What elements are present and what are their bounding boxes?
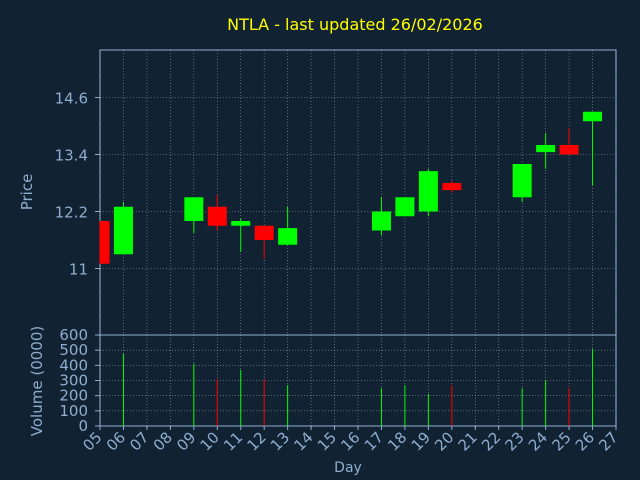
candle-body xyxy=(113,206,133,255)
candle-body xyxy=(278,228,298,245)
volume-axis-label: Volume (0000) xyxy=(28,326,46,436)
candle-body xyxy=(442,183,462,191)
price-panel: 11 12.2 13.4 14.6 xyxy=(55,49,617,336)
candle-body xyxy=(100,221,110,264)
candle-body xyxy=(583,111,603,122)
day-axis-label: Day xyxy=(334,460,362,476)
candle-body xyxy=(395,197,415,217)
candle-body xyxy=(559,145,579,155)
volume-tick-label: 400 xyxy=(59,356,88,374)
chart-title: NTLA - last updated 26/02/2026 xyxy=(227,15,483,34)
volume-tick-label: 300 xyxy=(59,372,88,390)
volume-tick-label: 200 xyxy=(59,387,88,405)
price-axis-label: Price xyxy=(18,174,36,211)
candle-body xyxy=(536,145,556,153)
volume-tick-label: 0 xyxy=(78,417,88,435)
volume-tick-label: 500 xyxy=(59,341,88,359)
price-tick-label: 13.4 xyxy=(55,147,88,165)
candle-body xyxy=(207,206,227,226)
volume-tick-label: 600 xyxy=(59,326,88,344)
candle-body xyxy=(254,225,274,240)
price-tick-label: 12.2 xyxy=(55,204,88,222)
candle-body xyxy=(418,171,438,212)
price-tick-label: 11 xyxy=(69,261,88,279)
day-tick-labels: 0506070809101112131415161718192021222324… xyxy=(79,426,622,455)
price-tick-label: 14.6 xyxy=(55,90,88,108)
volume-tick-label: 100 xyxy=(59,402,88,420)
candle-body xyxy=(231,221,251,226)
candle-body xyxy=(512,164,532,198)
candle-body xyxy=(371,211,391,231)
candle-body xyxy=(184,197,204,221)
